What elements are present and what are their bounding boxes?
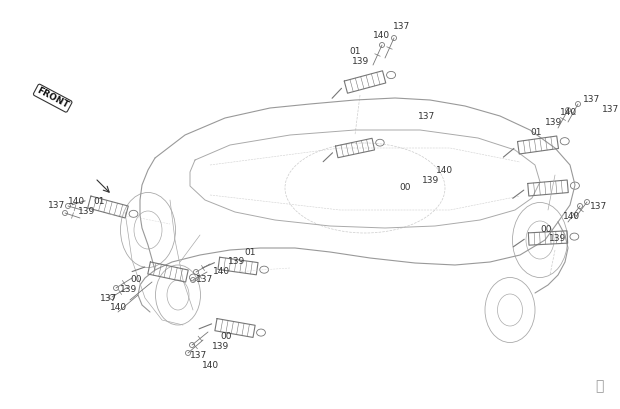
Text: 137: 137 (190, 351, 207, 360)
Text: 137: 137 (100, 294, 117, 303)
Text: 00: 00 (220, 332, 231, 341)
Text: 137: 137 (418, 112, 435, 121)
Text: 137: 137 (393, 22, 410, 31)
Text: 140: 140 (563, 212, 580, 221)
Text: 137: 137 (602, 105, 619, 114)
Text: 139: 139 (78, 207, 95, 216)
Text: 140: 140 (110, 303, 127, 312)
Text: 01: 01 (530, 128, 541, 137)
Text: 00: 00 (540, 225, 552, 234)
Text: 140: 140 (373, 31, 390, 40)
Text: 00: 00 (399, 183, 410, 192)
Text: ⓦ: ⓦ (595, 380, 604, 393)
Text: 139: 139 (212, 342, 229, 351)
Text: 137: 137 (48, 201, 65, 210)
Text: 01: 01 (349, 47, 360, 56)
Text: 01: 01 (93, 197, 105, 206)
Text: 00: 00 (130, 275, 141, 284)
Text: 139: 139 (120, 285, 137, 294)
Text: 139: 139 (352, 57, 370, 66)
Text: 139: 139 (545, 118, 562, 127)
Text: 139: 139 (549, 234, 566, 243)
Text: 140: 140 (436, 166, 453, 175)
Text: 137: 137 (583, 95, 600, 104)
Text: 140: 140 (68, 197, 85, 206)
Text: 01: 01 (244, 248, 255, 257)
Text: FRONT: FRONT (35, 86, 70, 110)
Text: 140: 140 (202, 361, 219, 370)
Text: 139: 139 (422, 176, 439, 185)
Text: 140: 140 (213, 267, 230, 276)
Text: 137: 137 (196, 275, 213, 284)
Text: 140: 140 (560, 108, 577, 117)
Text: 137: 137 (590, 202, 607, 211)
Text: 139: 139 (228, 257, 246, 266)
